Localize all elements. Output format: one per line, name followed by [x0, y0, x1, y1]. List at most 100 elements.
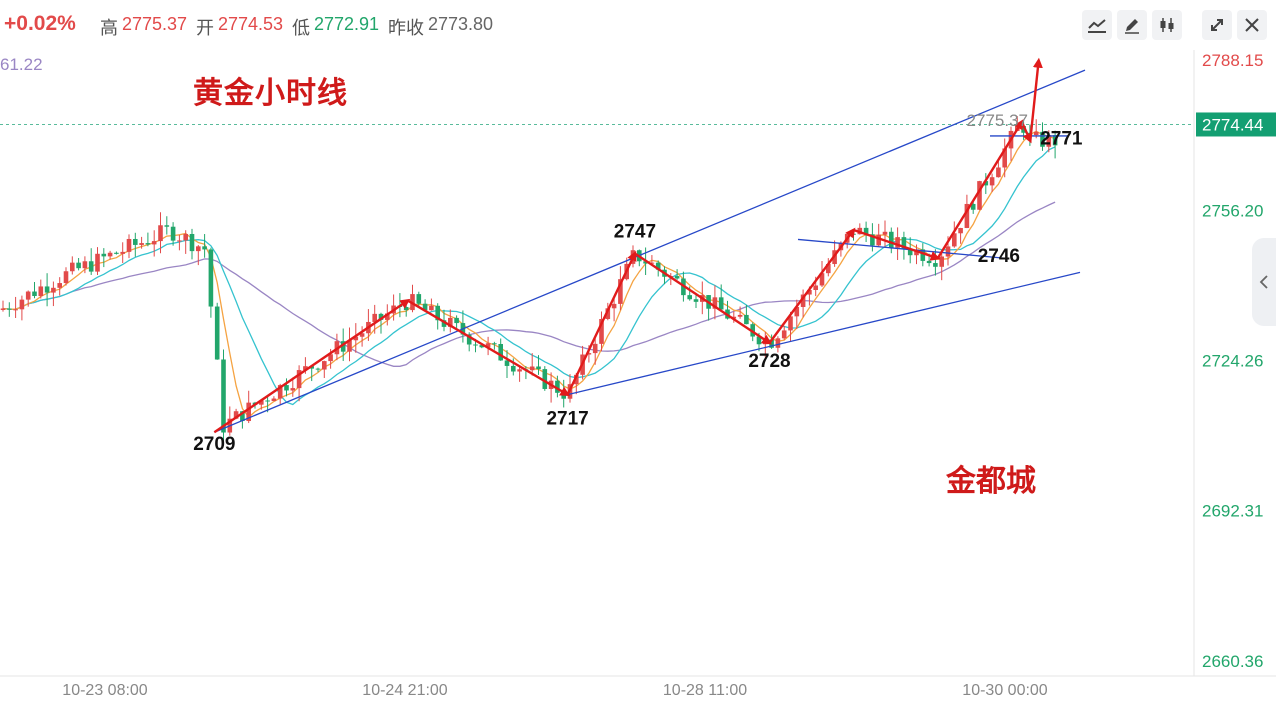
candle-body — [536, 366, 541, 370]
candle-body — [498, 343, 503, 361]
candle-body — [479, 345, 485, 348]
candle-body — [907, 248, 913, 256]
candle — [322, 360, 327, 379]
swing-price-label: 2747 — [614, 222, 656, 243]
candle — [529, 353, 535, 376]
candle-body — [618, 279, 623, 304]
candle-body — [819, 273, 825, 286]
candle-body — [221, 359, 226, 433]
candle — [599, 311, 604, 352]
candle-body — [315, 368, 321, 370]
candle — [1040, 122, 1045, 151]
side-panel-toggle[interactable] — [1252, 238, 1276, 326]
candle — [920, 243, 926, 267]
candle-body — [44, 286, 50, 293]
candle — [970, 201, 976, 214]
candle — [95, 247, 100, 275]
candle-body — [328, 354, 333, 362]
candle-body — [737, 314, 743, 317]
candle-body — [82, 261, 88, 269]
lower-trendline — [567, 271, 1081, 396]
candle-body — [939, 256, 944, 267]
high-value: 2775.37 — [122, 14, 188, 34]
candle-body — [1040, 131, 1045, 147]
candle-style-button[interactable] — [1152, 10, 1182, 40]
candle — [170, 222, 176, 246]
candle — [731, 311, 737, 323]
candle — [536, 355, 541, 375]
swing-arrow — [1020, 121, 1032, 144]
candle-body — [933, 263, 938, 267]
candle-body — [712, 297, 718, 309]
pencil-icon — [1125, 19, 1139, 34]
candle-body — [202, 246, 207, 250]
close-icon — [1245, 18, 1259, 32]
candle-body — [901, 237, 907, 249]
session-high-marker: 2775.37 — [967, 111, 1028, 130]
candle-body — [718, 297, 724, 310]
candle-body — [1033, 131, 1039, 136]
candle — [70, 256, 75, 275]
candle — [618, 266, 623, 311]
candle — [44, 273, 50, 307]
close-button[interactable] — [1237, 10, 1267, 40]
candle-body — [107, 252, 113, 257]
candle-body — [246, 402, 251, 422]
candle — [1052, 130, 1058, 159]
candle-body — [592, 343, 598, 354]
candle — [429, 298, 434, 311]
candle-body — [322, 361, 327, 370]
candle-body — [989, 177, 995, 186]
chart-title: 黄金小时线 — [193, 76, 348, 111]
candle-body — [435, 305, 440, 321]
candle — [744, 304, 749, 325]
candle-body — [422, 303, 428, 311]
candle — [145, 232, 151, 247]
candle — [120, 242, 125, 263]
candle-body — [529, 366, 535, 371]
candle-body — [775, 338, 781, 348]
candle-body — [196, 246, 201, 252]
candle-body — [693, 299, 699, 302]
candle-body — [788, 316, 793, 331]
candle-body — [687, 295, 692, 300]
swing-price-label: 2709 — [193, 434, 235, 455]
x-tick-label: 10-24 21:00 — [362, 682, 448, 699]
candle-body — [983, 181, 989, 186]
candle — [826, 258, 831, 277]
high-label: 高 — [100, 18, 118, 38]
candle-body — [70, 262, 75, 272]
candle-body — [756, 336, 762, 345]
candle-body — [233, 411, 239, 419]
swing-price-label: 2746 — [978, 246, 1020, 267]
candle-body — [744, 314, 749, 325]
indicator-button[interactable] — [1082, 10, 1112, 40]
candle-body — [189, 233, 195, 252]
x-tick-label: 10-23 08:00 — [62, 682, 148, 699]
candle-body — [1002, 148, 1007, 168]
candle-body — [76, 262, 81, 269]
candle-body — [63, 271, 69, 284]
candle-body — [290, 388, 296, 391]
candle-body — [177, 240, 182, 242]
swing-price-label: 2771 — [1040, 129, 1083, 150]
candle-body — [485, 343, 491, 348]
candle — [718, 284, 724, 310]
candlestick-icon — [1160, 18, 1174, 32]
candle-body — [473, 344, 478, 346]
candle-body — [1021, 126, 1026, 133]
candle-body — [492, 343, 497, 345]
candle-body — [920, 249, 926, 261]
swing-arrow — [853, 228, 941, 261]
candle-body — [372, 313, 377, 322]
candle — [214, 302, 220, 360]
fullscreen-button[interactable] — [1202, 10, 1232, 40]
candle-body — [88, 261, 94, 272]
ma-fast-line — [2, 130, 1056, 419]
draw-button[interactable] — [1117, 10, 1147, 40]
swing-arrow — [407, 299, 571, 397]
candle-body — [208, 249, 214, 307]
candle — [876, 223, 881, 247]
candle — [958, 227, 963, 244]
